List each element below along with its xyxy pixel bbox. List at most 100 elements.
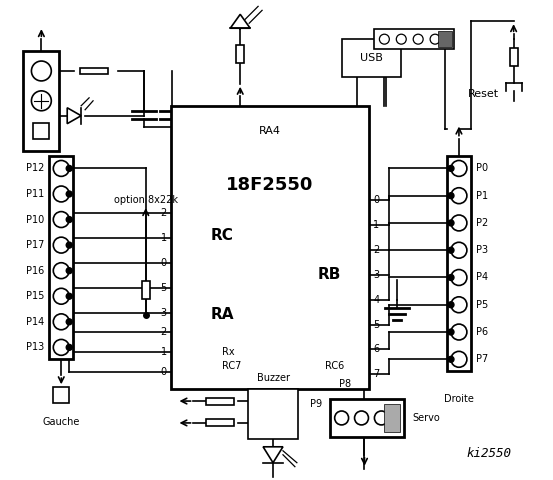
Circle shape (374, 411, 388, 425)
Bar (49, 156, 73, 360)
Text: P14: P14 (26, 317, 44, 327)
Text: 7: 7 (373, 369, 380, 379)
Text: 1: 1 (160, 233, 166, 243)
Text: 5: 5 (160, 283, 166, 293)
Text: RA4: RA4 (259, 126, 281, 136)
Text: P16: P16 (26, 265, 44, 276)
Text: Reset: Reset (468, 89, 499, 99)
Circle shape (53, 212, 69, 228)
Circle shape (53, 186, 69, 202)
Circle shape (66, 293, 72, 299)
Polygon shape (263, 447, 283, 463)
Circle shape (448, 329, 454, 335)
Text: Gauche: Gauche (43, 417, 80, 427)
Bar (80, 68, 108, 74)
Bar (33, 123, 49, 139)
Text: 2: 2 (160, 327, 166, 337)
Text: RA: RA (211, 307, 234, 322)
Text: P17: P17 (26, 240, 44, 250)
Text: 4: 4 (373, 295, 379, 305)
Circle shape (53, 263, 69, 278)
Text: 0: 0 (160, 367, 166, 377)
Text: P7: P7 (476, 354, 488, 364)
Bar (374, 29, 454, 49)
Text: Droite: Droite (444, 394, 474, 404)
Text: RB: RB (318, 267, 341, 282)
Text: P8: P8 (338, 379, 351, 389)
Bar (236, 45, 244, 63)
Text: RC6: RC6 (325, 361, 345, 371)
Text: P0: P0 (476, 163, 488, 173)
Circle shape (66, 242, 72, 248)
Text: 1: 1 (160, 348, 166, 357)
Text: P2: P2 (476, 218, 488, 228)
Circle shape (451, 188, 467, 204)
Bar (447, 156, 471, 371)
Text: P1: P1 (476, 191, 488, 201)
Circle shape (448, 356, 454, 362)
Circle shape (66, 191, 72, 197)
Circle shape (66, 268, 72, 274)
Text: 6: 6 (373, 344, 379, 354)
Circle shape (448, 166, 454, 171)
Text: P4: P4 (476, 273, 488, 283)
Bar (206, 397, 234, 405)
Text: 0: 0 (160, 258, 166, 268)
Bar (248, 389, 298, 439)
Circle shape (354, 411, 368, 425)
Text: RC7: RC7 (222, 361, 242, 371)
Circle shape (379, 34, 389, 44)
Text: P11: P11 (26, 189, 44, 199)
Polygon shape (230, 14, 250, 28)
Circle shape (66, 344, 72, 350)
Circle shape (451, 297, 467, 312)
Circle shape (53, 288, 69, 304)
Bar (142, 281, 150, 299)
Circle shape (448, 220, 454, 226)
Bar (171, 106, 369, 389)
Text: Rx: Rx (222, 348, 235, 357)
Text: 5: 5 (373, 320, 380, 329)
Circle shape (397, 34, 406, 44)
Circle shape (451, 215, 467, 231)
Circle shape (413, 34, 423, 44)
Circle shape (335, 411, 348, 425)
Circle shape (66, 319, 72, 325)
Text: ki2550: ki2550 (466, 447, 512, 460)
Circle shape (451, 160, 467, 176)
Text: P6: P6 (476, 327, 488, 337)
Text: 2: 2 (160, 208, 166, 218)
Text: 1: 1 (373, 220, 379, 230)
Bar (510, 48, 518, 66)
Circle shape (448, 247, 454, 253)
Text: P13: P13 (26, 342, 44, 352)
Circle shape (32, 61, 51, 81)
Circle shape (448, 192, 454, 199)
Circle shape (451, 270, 467, 286)
Text: 2: 2 (373, 245, 380, 255)
Text: P3: P3 (476, 245, 488, 255)
Circle shape (451, 324, 467, 340)
Circle shape (66, 216, 72, 223)
Circle shape (53, 314, 69, 330)
Text: 18F2550: 18F2550 (226, 176, 314, 194)
Text: 0: 0 (373, 195, 379, 205)
Bar (342, 39, 401, 77)
Text: P10: P10 (26, 215, 44, 225)
Bar (206, 420, 234, 426)
Circle shape (430, 34, 440, 44)
Text: USB: USB (360, 53, 383, 63)
Text: option 8x22k: option 8x22k (114, 195, 178, 205)
Text: P12: P12 (26, 163, 44, 173)
Bar (53, 387, 69, 403)
Bar (330, 399, 404, 437)
Text: Buzzer: Buzzer (257, 373, 290, 383)
Circle shape (53, 339, 69, 355)
Circle shape (53, 160, 69, 176)
Circle shape (448, 302, 454, 308)
Circle shape (451, 351, 467, 367)
Circle shape (32, 91, 51, 111)
Text: 3: 3 (373, 270, 379, 280)
Text: RC: RC (211, 228, 234, 242)
Circle shape (451, 242, 467, 258)
